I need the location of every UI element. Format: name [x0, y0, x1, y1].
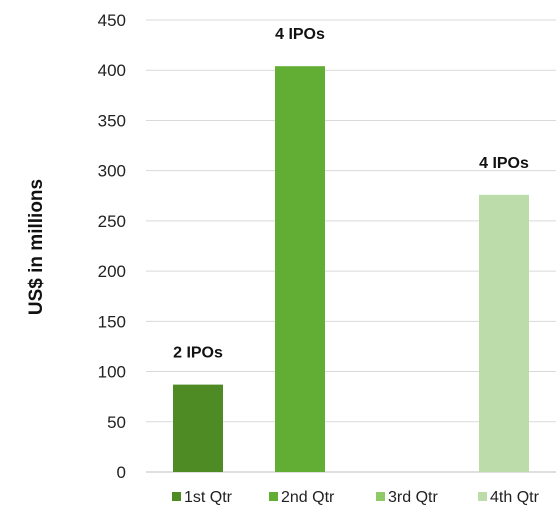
y-tick-label: 150: [98, 312, 126, 331]
legend-swatch: [269, 492, 278, 501]
y-tick-label: 100: [98, 363, 126, 382]
y-tick-label: 400: [98, 61, 126, 80]
legend-swatch: [172, 492, 181, 501]
y-tick-label: 250: [98, 212, 126, 231]
y-tick-label: 0: [117, 463, 126, 482]
bar-2nd-qtr: [275, 66, 325, 473]
y-tick-label: 200: [98, 262, 126, 281]
bar-1st-qtr: [173, 384, 223, 472]
data-label: 2 IPOs: [173, 345, 223, 362]
bar-4th-qtr: [479, 194, 529, 473]
legend-entry: 4th Qtr: [490, 489, 540, 506]
y-tick-label: 300: [98, 162, 126, 181]
legend-swatch: [376, 492, 385, 501]
legend-swatch: [478, 492, 487, 501]
legend: 1st Qtr 2nd Qtr 3rd Qtr 4th Qtr: [172, 489, 540, 506]
legend-entry: 2nd Qtr: [281, 489, 335, 506]
data-label: 4 IPOs: [275, 26, 325, 43]
y-axis-ticks: 0 50 100 150 200 250 300 350 400 450: [98, 11, 126, 482]
legend-entry: 1st Qtr: [184, 489, 233, 506]
data-labels: 2 IPOs 4 IPOs 4 IPOs: [173, 26, 529, 361]
bars: [173, 66, 529, 473]
y-tick-label: 350: [98, 111, 126, 130]
y-tick-label: 50: [107, 413, 126, 432]
y-tick-label: 450: [98, 11, 126, 30]
y-axis-label: US$ in millions: [26, 179, 47, 315]
data-label: 4 IPOs: [479, 155, 529, 172]
legend-entry: 3rd Qtr: [388, 489, 438, 506]
